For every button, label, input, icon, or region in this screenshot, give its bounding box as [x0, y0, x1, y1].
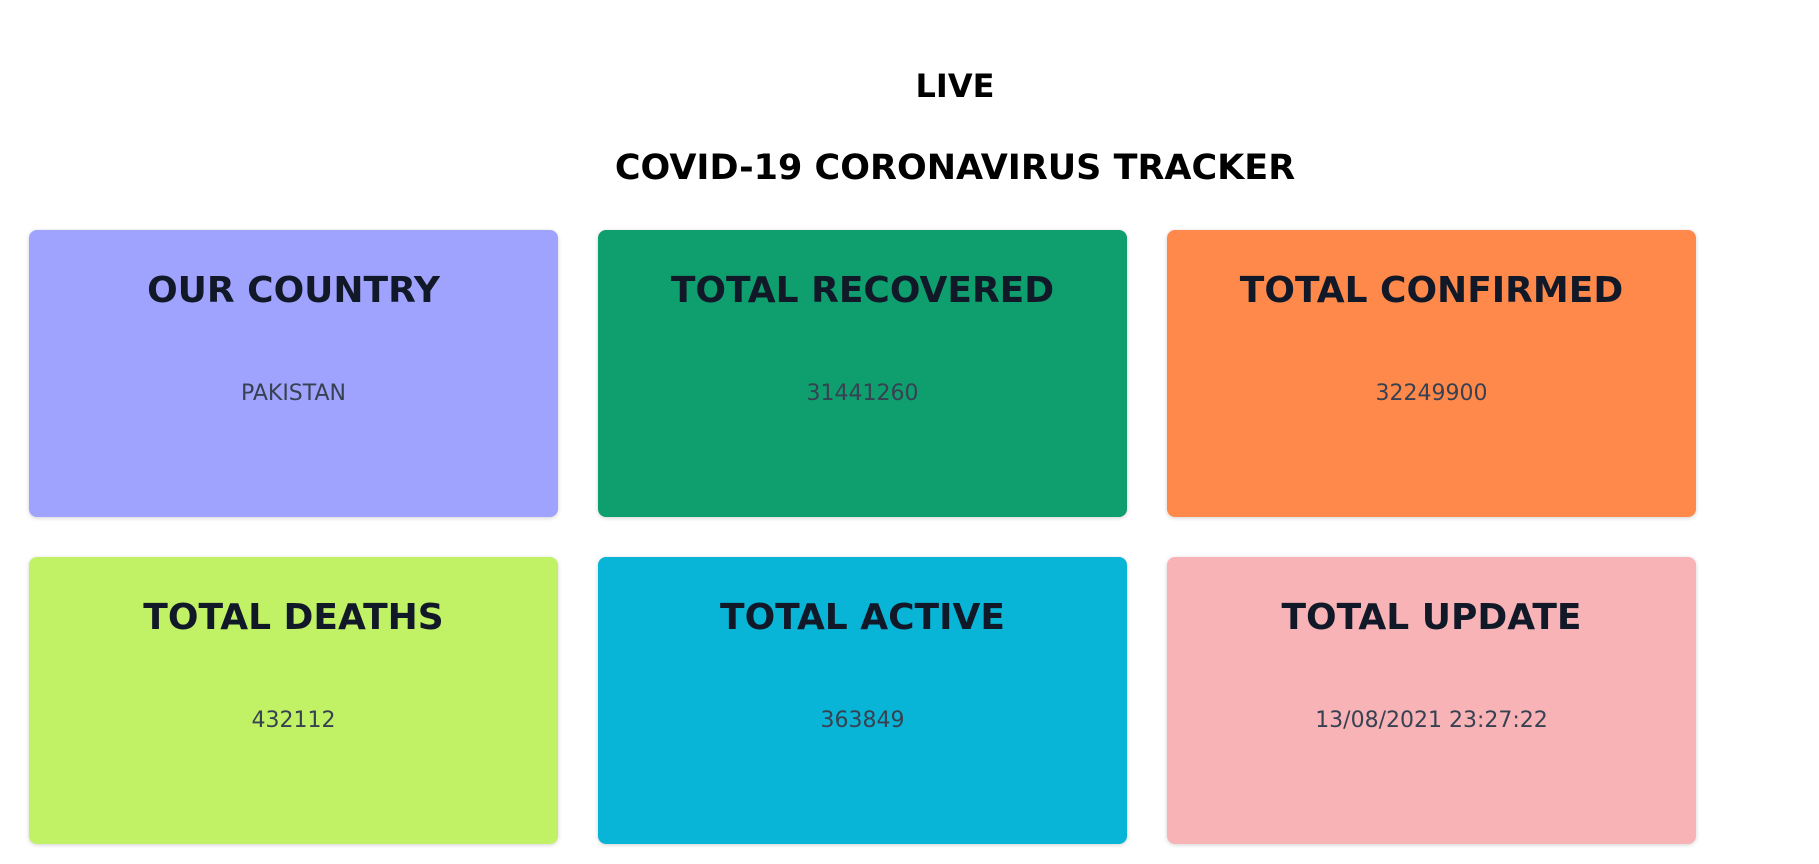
card-total-confirmed: TOTAL CONFIRMED 32249900 [1167, 230, 1696, 517]
card-total-recovered: TOTAL RECOVERED 31441260 [598, 230, 1127, 517]
card-value: 363849 [820, 708, 905, 733]
card-value: 31441260 [806, 381, 919, 406]
card-title: OUR COUNTRY [147, 270, 440, 311]
card-title: TOTAL ACTIVE [720, 597, 1005, 638]
card-total-deaths: TOTAL DEATHS 432112 [29, 557, 558, 844]
card-our-country: OUR COUNTRY PAKISTAN [29, 230, 558, 517]
page-title: COVID-19 CORONAVIRUS TRACKER [614, 148, 1296, 188]
card-value: 32249900 [1375, 381, 1488, 406]
card-total-active: TOTAL ACTIVE 363849 [598, 557, 1127, 844]
card-title: TOTAL CONFIRMED [1239, 270, 1624, 311]
card-value: 13/08/2021 23:27:22 [1315, 708, 1548, 733]
card-value: PAKISTAN [240, 381, 347, 406]
card-total-update: TOTAL UPDATE 13/08/2021 23:27:22 [1167, 557, 1696, 844]
card-title: TOTAL DEATHS [143, 597, 444, 638]
card-title: TOTAL RECOVERED [670, 270, 1055, 311]
card-value: 432112 [251, 708, 336, 733]
card-title: TOTAL UPDATE [1281, 597, 1582, 638]
live-heading: LIVE [915, 67, 995, 105]
